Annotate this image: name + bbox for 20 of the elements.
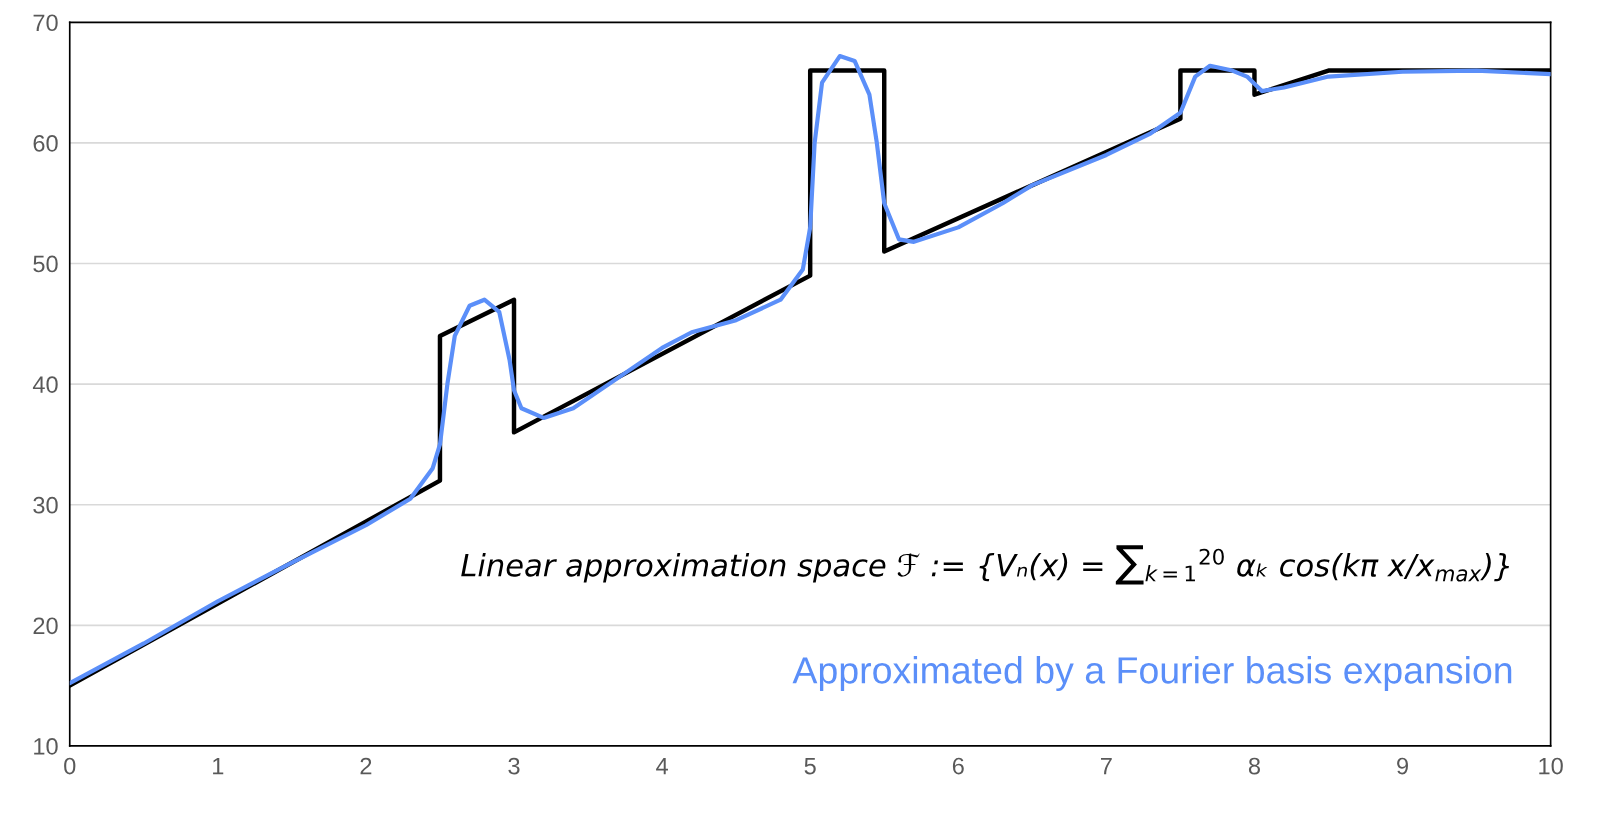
y-tick-label: 70 <box>33 14 58 32</box>
x-tick-label: 2 <box>360 757 372 775</box>
y-tick-label: 50 <box>33 255 58 273</box>
y-tick-label: 60 <box>33 135 58 152</box>
x-tick-label: 4 <box>656 757 668 775</box>
y-tick-label: 40 <box>32 376 58 393</box>
x-tick-label: 5 <box>804 757 816 775</box>
annotation: Linear approximation space ℱ := {Vₙ(x) = ∑$_{k=1}$$^{20}$ αₖ cos(kπ x/x$_{max}$)} <box>461 545 1509 585</box>
y-tick-label: 20 <box>33 617 58 635</box>
y-tick-label: 10 <box>34 738 58 755</box>
x-tick-label: 7 <box>1101 757 1112 775</box>
x-tick-label: 9 <box>1397 757 1408 775</box>
annotation: Approximated by a Fourier basis expansion <box>792 656 1512 692</box>
x-tick-label: 3 <box>508 757 520 775</box>
x-tick-label: 6 <box>952 757 964 775</box>
x-tick-label: 0 <box>64 757 76 775</box>
x-tick-label: 8 <box>1248 757 1260 775</box>
x-tick-label: 10 <box>1539 757 1563 775</box>
y-tick-label: 30 <box>33 496 58 514</box>
x-tick-label: 1 <box>213 757 224 775</box>
